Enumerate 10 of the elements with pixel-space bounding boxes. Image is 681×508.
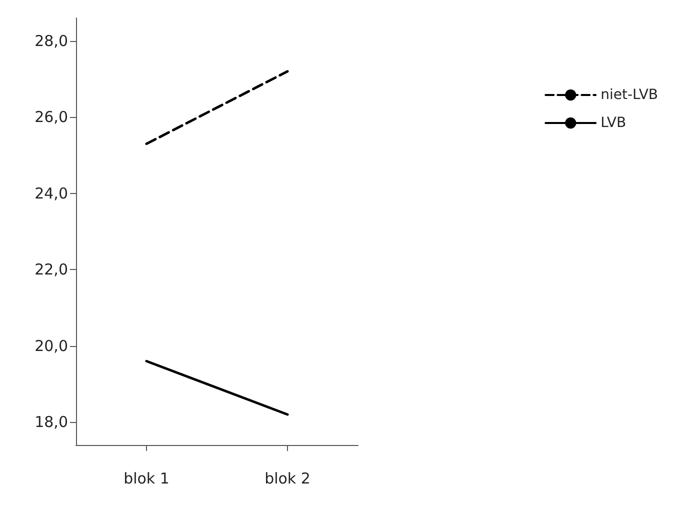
x-tick-label: blok 1 [124, 470, 170, 488]
y-tick-label: 26,0 [34, 108, 68, 126]
y-tick-label: 22,0 [34, 260, 68, 279]
y-tick-label: 24,0 [34, 184, 68, 202]
legend-label: niet-LVB [600, 87, 658, 103]
x-tick-label: blok 2 [264, 470, 310, 488]
y-tick-label: 18,0 [34, 413, 68, 432]
y-tick-label: 20,0 [34, 336, 68, 355]
y-tick-label: 28,0 [34, 32, 68, 50]
legend-label: LVB [600, 115, 626, 131]
